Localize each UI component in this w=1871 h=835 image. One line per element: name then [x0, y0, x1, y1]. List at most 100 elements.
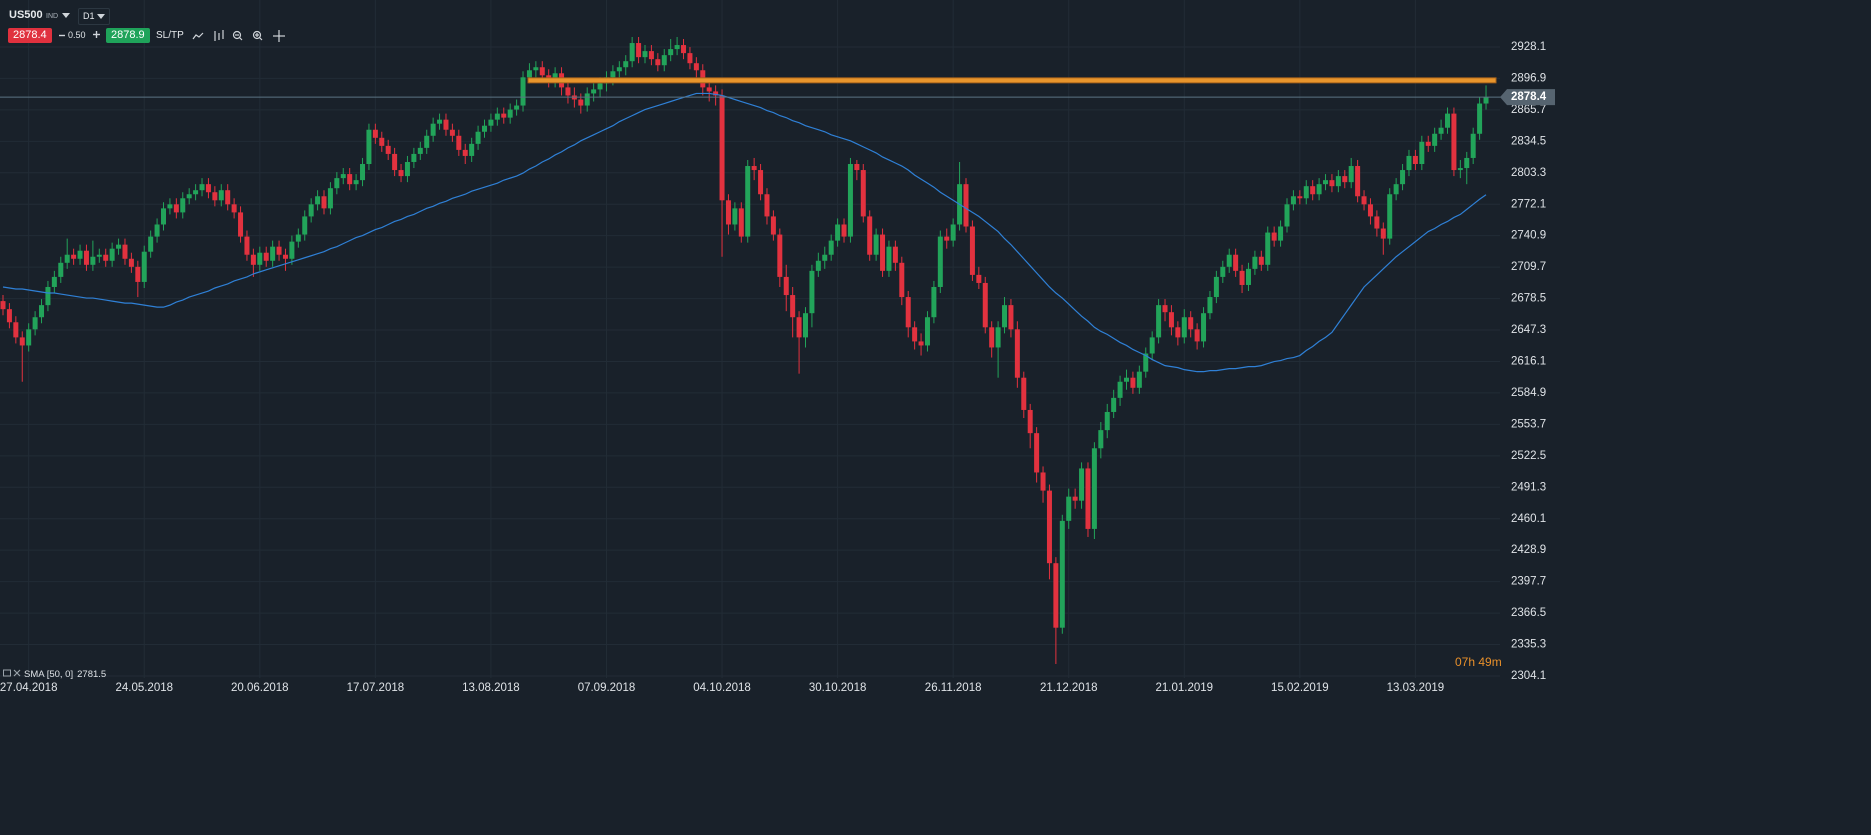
remove-icon[interactable] [13, 669, 21, 677]
candle-body [1393, 184, 1399, 195]
candle-body [1226, 254, 1232, 267]
interval[interactable]: D1 [78, 8, 110, 25]
sma-line [2, 92, 1487, 373]
dropdown-caret[interactable] [97, 14, 105, 19]
candle-body [1335, 176, 1341, 187]
candle-body [96, 254, 102, 257]
candle-body [674, 45, 680, 50]
candle-body [1464, 157, 1470, 169]
candle-body [1027, 409, 1033, 434]
line-chart-icon[interactable] [192, 32, 204, 40]
y-tick-label: 2428.9 [1511, 544, 1546, 556]
candle-body [379, 137, 385, 146]
plus-button[interactable] [93, 31, 100, 38]
candle-body [282, 254, 288, 259]
settings-icon[interactable] [3, 669, 11, 677]
candle-body [193, 190, 199, 195]
candle-body [257, 252, 263, 265]
candle-body [6, 309, 12, 323]
dropdown-caret[interactable] [62, 13, 70, 18]
candle-body [931, 286, 937, 318]
indicators-icon[interactable] [214, 30, 224, 41]
candle-body [1098, 430, 1104, 449]
candle-body [828, 240, 834, 255]
candle-body [1008, 305, 1014, 330]
candle-body [424, 135, 430, 148]
candle-body [449, 129, 455, 136]
candle-body [218, 190, 224, 201]
candle-body [886, 246, 892, 271]
candle-body [1079, 468, 1085, 501]
candle-body [668, 49, 674, 56]
x-tick-label: 15.02.2019 [1271, 682, 1329, 694]
current-price-label: 2878.4 [1511, 91, 1547, 103]
candle-body [732, 208, 738, 225]
candle-body [687, 53, 693, 64]
candle-body [1252, 256, 1258, 269]
candle-body [1091, 448, 1097, 529]
candle-body [39, 305, 45, 318]
candle-body [1143, 353, 1149, 372]
market-type[interactable]: IND [46, 13, 59, 20]
x-tick-label: 26.11.2018 [925, 682, 982, 694]
candle-body [1348, 166, 1354, 183]
candle-body [1457, 168, 1463, 171]
candle-body [494, 113, 500, 120]
symbol[interactable]: US500 [9, 9, 43, 21]
candle-body [141, 251, 147, 282]
candle-countdown: 07h 49m [1455, 655, 1502, 669]
candle-body [276, 246, 282, 255]
candle-body [154, 224, 160, 237]
candle-body [591, 89, 597, 94]
candle-body [1271, 232, 1277, 241]
candle-body [514, 105, 520, 110]
zoom-in-icon[interactable] [252, 30, 263, 41]
y-tick-label: 2803.3 [1511, 167, 1546, 179]
crosshair-icon[interactable] [273, 30, 285, 42]
candle-body [315, 196, 321, 205]
candle-body [796, 317, 802, 338]
y-tick-label: 2647.3 [1511, 324, 1546, 336]
zoom-out-icon[interactable] [232, 30, 243, 41]
x-tick-label: 21.01.2019 [1155, 682, 1213, 694]
candle-body [1021, 377, 1027, 410]
candle-body [1175, 327, 1181, 338]
candle-body [1066, 496, 1072, 521]
candle-body [372, 129, 378, 138]
buy-price[interactable]: 2878.9 [106, 28, 150, 43]
sell-price[interactable]: 2878.4 [8, 28, 52, 43]
candle-body [411, 153, 417, 162]
candle-body [64, 254, 70, 263]
y-tick-label: 2616.1 [1511, 356, 1546, 368]
candle-body [976, 274, 982, 283]
candle-body [1387, 194, 1393, 239]
spread: 0.50 [68, 30, 86, 40]
candle-body [398, 170, 404, 177]
y-tick-label: 2772.1 [1511, 198, 1546, 210]
candle-body [1040, 472, 1046, 491]
y-tick-label: 2584.9 [1511, 387, 1546, 399]
toolbar-icons [192, 30, 285, 42]
candle-body [1374, 216, 1380, 229]
candle-body [1342, 176, 1348, 183]
candle-body [321, 196, 327, 209]
x-tick-label: 04.10.2018 [693, 682, 751, 694]
candle-body [334, 178, 340, 189]
candle-body [77, 250, 83, 259]
candle-body [790, 295, 796, 318]
candle-body [1111, 397, 1117, 412]
candle-body [520, 77, 526, 106]
candle-body [1265, 232, 1271, 265]
candle-body [1046, 490, 1052, 564]
candle-body [83, 250, 89, 265]
sltp-button[interactable]: SL/TP [156, 30, 184, 41]
candle-body [1239, 270, 1245, 285]
candle-body [1425, 141, 1431, 146]
candle-body [443, 119, 449, 130]
candle-body [58, 262, 64, 277]
candle-body [1220, 266, 1226, 277]
candle-body [847, 164, 853, 237]
minus-button[interactable] [59, 34, 65, 37]
candle-body [1380, 228, 1386, 239]
candle-body [809, 270, 815, 314]
